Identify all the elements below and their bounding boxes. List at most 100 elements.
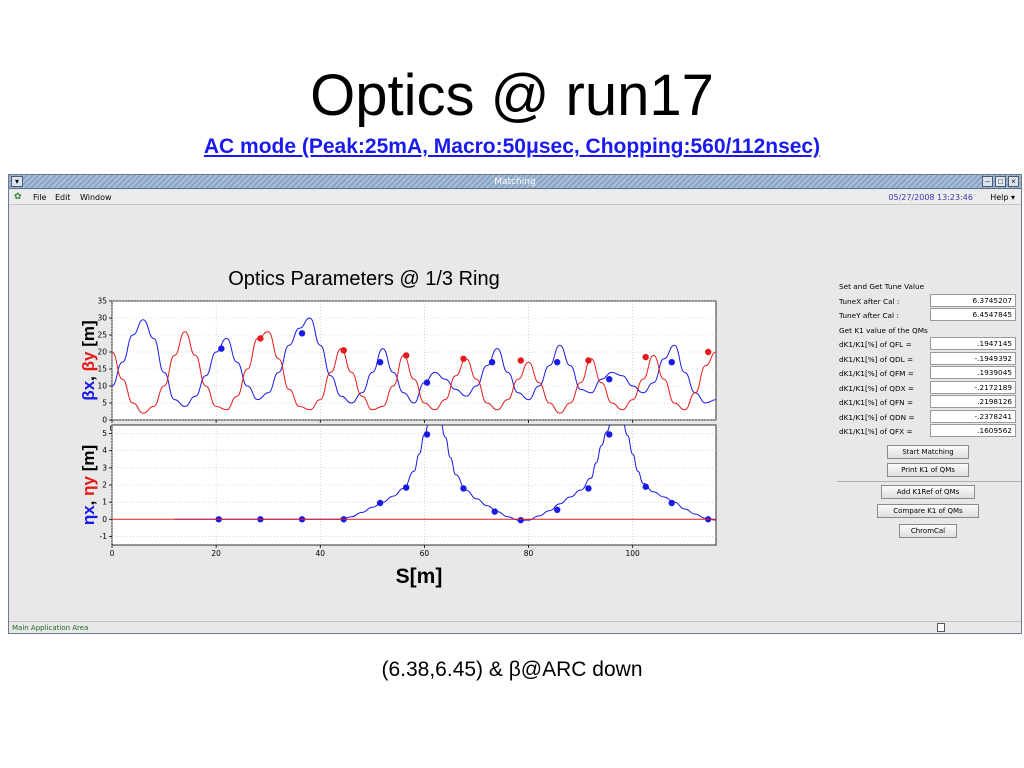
print-k1-button[interactable]: Print K1 of QMs — [887, 463, 969, 477]
chart1-ytick-label: 20 — [97, 348, 107, 357]
k1-row-qdx: dK1/K1[%] of QDX = -.2172189 — [837, 380, 1021, 396]
chevron-down-icon: ▾ — [1010, 193, 1015, 202]
chart2-data-point — [668, 499, 675, 507]
chromcal-button[interactable]: ChromCal — [899, 524, 957, 538]
chart2-data-point — [423, 431, 431, 438]
chart2-data-point — [606, 431, 613, 438]
chart2-series-line — [174, 425, 716, 521]
chart1-data-point — [642, 353, 649, 361]
k1-field-qfl[interactable]: .1947145 — [930, 337, 1016, 350]
start-matching-button[interactable]: Start Matching — [887, 445, 969, 459]
help-label: Help — [990, 193, 1009, 202]
close-icon[interactable]: × — [1008, 176, 1019, 187]
chart2-data-point — [585, 485, 592, 492]
k1-row-qdl: dK1/K1[%] of QDL = -.1949392 — [837, 351, 1021, 367]
optics-charts: 05101520253035020406080100Optics Paramet… — [79, 268, 717, 588]
k1-label-qdx: dK1/K1[%] of QDX = — [839, 383, 915, 393]
add-k1ref-button[interactable]: Add K1Ref of QMs — [881, 485, 975, 499]
maximize-icon[interactable]: □ — [995, 176, 1006, 187]
tunex-label: TuneX after Cal : — [839, 296, 900, 306]
chart1-data-point — [376, 359, 384, 366]
slide-subtitle-link[interactable]: AC mode (Peak:25mA, Macro:50μsec, Choppi… — [203, 135, 821, 158]
chart1-data-point — [257, 335, 264, 342]
chart2-ytick-label: 3 — [102, 463, 107, 472]
compare-k1-button[interactable]: Compare K1 of QMs — [877, 504, 979, 518]
menu-window[interactable]: Window — [80, 193, 112, 202]
k1-row-qdn: dK1/K1[%] of QDN = -.2378241 — [837, 409, 1021, 425]
chart1-data-point — [517, 357, 524, 364]
chart1-ylabel-part: [m] — [79, 320, 98, 351]
chart2-ylabel-part: ηy — [79, 475, 98, 495]
menu-help[interactable]: Help ▾ — [990, 193, 1015, 202]
k1-field-qfn[interactable]: .2198126 — [930, 395, 1016, 408]
status-bar: Main Application Area — [9, 621, 1021, 633]
chart1-ylabel-part: , — [79, 371, 98, 380]
chart1-data-point — [668, 359, 675, 366]
chart1-data-point — [423, 379, 431, 386]
menu-edit[interactable]: Edit — [55, 193, 71, 202]
chart1-data-point — [298, 330, 306, 337]
app-icon: ✿ — [14, 192, 22, 202]
k1-field-qdn[interactable]: -.2378241 — [930, 409, 1016, 423]
chart2-xlabel: S[m] — [396, 565, 443, 588]
k1-header-row: Get K1 value of the QMs — [837, 323, 1021, 338]
chart2-xtick-label: 80 — [524, 549, 534, 558]
k1-label-qfn: dK1/K1[%] of QFN = — [839, 398, 914, 407]
chart2-xtick-label: 20 — [211, 549, 221, 558]
chart2-ylabel-part: ηx — [79, 505, 98, 525]
tuney-label: TuneY after Cal : — [839, 311, 899, 320]
chart2-data-point — [491, 508, 498, 515]
tuney-field[interactable]: 6.4547845 — [930, 308, 1016, 321]
window-title: Matching — [494, 177, 536, 187]
chart1-data-point — [585, 357, 592, 364]
chart1-plot-area — [111, 300, 717, 421]
chart1-ylabel: βx, βy [m] — [79, 320, 98, 400]
chart2-ytick-label: 1 — [102, 498, 107, 507]
chart1-data-point — [402, 352, 410, 359]
chart1-ytick-label: 15 — [97, 365, 107, 374]
chart2-xtick-label: 100 — [626, 549, 641, 558]
menu-file[interactable]: File — [33, 193, 47, 202]
k1-field-qfm[interactable]: .1939045 — [930, 366, 1016, 379]
control-panel: Set and Get Tune Value TuneX after Cal :… — [837, 279, 1021, 538]
chart2-xtick-label: 60 — [420, 549, 430, 558]
chart2-data-point — [553, 506, 561, 514]
chart2-data-point — [402, 484, 410, 491]
minimize-icon[interactable]: – — [982, 176, 993, 187]
k1-row-qfl: dK1/K1[%] of QFL = .1947145 — [837, 337, 1021, 352]
k1-row-qfx: dK1/K1[%] of QFX = .1609562 — [837, 424, 1021, 439]
chart1-series-line — [112, 331, 716, 414]
chart2-xtick-label: 40 — [316, 549, 326, 558]
k1-field-qfx[interactable]: .1609562 — [930, 424, 1016, 437]
chart1-data-point — [606, 376, 613, 383]
matching-window: ▾ Matching – □ × ✿ File Edit Window 05/2… — [8, 174, 1022, 634]
chart2-ytick-label: 2 — [102, 481, 107, 490]
k1-field-qdx[interactable]: -.2172189 — [930, 380, 1016, 394]
slide-title: Optics @ run17 — [310, 63, 714, 128]
chart2-ytick-label: 4 — [102, 446, 107, 455]
chart2-ylabel-part: , — [79, 496, 98, 505]
chart1-ytick-label: 25 — [97, 331, 107, 340]
tune-header: Set and Get Tune Value — [839, 282, 925, 291]
chart2-data-point — [460, 485, 467, 492]
document-icon[interactable] — [937, 623, 945, 632]
chart1-series-line — [112, 317, 716, 407]
chart1-ytick-label: 35 — [97, 297, 107, 306]
k1-header: Get K1 value of the QMs — [839, 325, 928, 335]
k1-label-qfm: dK1/K1[%] of QFM = — [839, 369, 914, 378]
chart2-ylabel-part: [m] — [79, 445, 98, 476]
window-menu-icon[interactable]: ▾ — [11, 176, 23, 187]
chart1-ytick-label: 5 — [102, 399, 107, 408]
chart1-data-point — [218, 345, 225, 352]
chart2-ytick-label: 0 — [102, 515, 107, 524]
slide-caption: (6.38,6.45) & β@ARC down — [381, 658, 643, 681]
chart2-plot-area — [111, 424, 717, 546]
chart2-ylabel: ηx, ηy [m] — [79, 445, 98, 525]
chart1-ytick-label: 10 — [97, 382, 107, 391]
tunex-field[interactable]: 6.3745207 — [930, 293, 1016, 307]
k1-row-qfm: dK1/K1[%] of QFM = .1939045 — [837, 366, 1021, 381]
chart1-ylabel-part: βy — [79, 351, 98, 371]
window-titlebar[interactable]: ▾ Matching – □ × — [9, 175, 1021, 189]
k1-field-qdl[interactable]: -.1949392 — [930, 351, 1016, 365]
